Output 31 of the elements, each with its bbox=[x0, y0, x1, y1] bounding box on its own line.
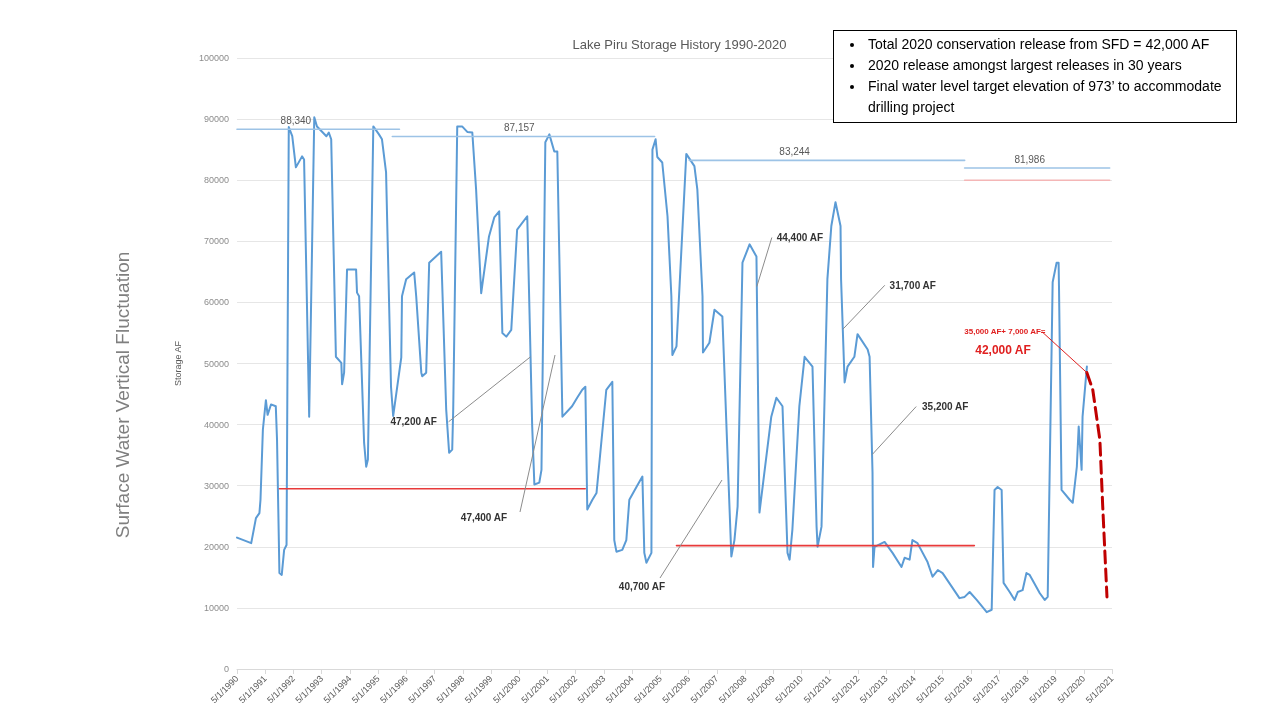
y-tick-label: 0 bbox=[223, 664, 229, 674]
y-tick-label: 20000 bbox=[203, 541, 229, 552]
annotation: 40,700 AF bbox=[618, 580, 666, 592]
annotation: 47,400 AF bbox=[460, 511, 508, 523]
y-tick-label: 30000 bbox=[203, 480, 229, 491]
text: Surface Water Vertical Fluctuation bbox=[111, 251, 133, 539]
annotation: 44,400 AF bbox=[776, 232, 823, 244]
annotation: 35,200 AF bbox=[922, 401, 969, 413]
chart-title: Lake Piru Storage History 1990-2020 bbox=[572, 37, 787, 52]
annotation: 87,157 bbox=[503, 121, 536, 133]
y-tick-label: 10000 bbox=[203, 602, 229, 613]
y-tick-label: 40000 bbox=[203, 419, 229, 430]
y-tick-label: 90000 bbox=[203, 114, 229, 125]
annotation: 47,200 AF bbox=[390, 416, 437, 428]
y-axis-title: Storage AF bbox=[172, 340, 183, 387]
note-box: Total 2020 conservation release from SFD = 42,000 AF 2020 release amongst largest releases in 30 years Final water level target elevation of 973’ to accommodate drilling project bbox=[833, 30, 1237, 123]
y-tick-label: 100000 bbox=[198, 53, 229, 63]
annotation: 88,340 bbox=[280, 114, 312, 126]
y-tick-label: 70000 bbox=[203, 236, 229, 247]
line-series bbox=[236, 116, 1088, 614]
annotation: 81,986 bbox=[1014, 153, 1046, 165]
annotation: 31,700 AF bbox=[889, 279, 936, 291]
annotation: 2020 release amongst largest releases in 30 years bbox=[868, 56, 1183, 75]
annotation: 35,000 AF+ 7,000 AF= bbox=[964, 327, 1046, 337]
y-tick-label: 60000 bbox=[203, 297, 229, 308]
annotation: 83,244 bbox=[779, 145, 811, 157]
y-tick-label: 80000 bbox=[203, 175, 229, 186]
line-series bbox=[1085, 371, 1109, 599]
y-tick-label: 50000 bbox=[203, 358, 229, 369]
annotation: Final water level target elevation of 973’ to accommodate drilling project bbox=[868, 77, 1223, 117]
annotation: 42,000 AF bbox=[975, 343, 1031, 357]
